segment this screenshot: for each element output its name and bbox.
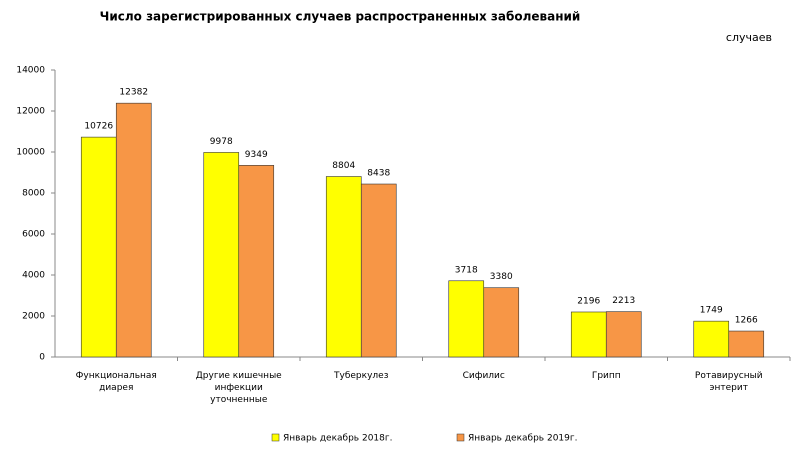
bar bbox=[570, 311, 607, 358]
value-label: 9978 bbox=[210, 137, 233, 147]
value-label: 3718 bbox=[455, 265, 478, 275]
y-tick-label: 12000 bbox=[16, 107, 45, 117]
value-label: 10726 bbox=[84, 122, 113, 132]
bar bbox=[115, 102, 152, 358]
legend-swatch bbox=[271, 433, 280, 442]
value-label: 8438 bbox=[367, 169, 390, 179]
x-tick-label: Сифилис bbox=[462, 371, 505, 381]
value-label: 2213 bbox=[612, 296, 635, 306]
x-tick-label: Ротавирусный энтерит bbox=[694, 371, 763, 393]
value-label: 2196 bbox=[577, 296, 600, 306]
y-tick-label: 0 bbox=[39, 353, 45, 363]
y-tick-label: 6000 bbox=[22, 230, 45, 240]
legend-label: Январь декабрь 2018г. bbox=[283, 434, 392, 444]
bar bbox=[238, 165, 275, 358]
value-label: 12382 bbox=[119, 88, 148, 98]
y-tick-label: 2000 bbox=[22, 312, 45, 322]
unit-label: случаев bbox=[726, 31, 772, 44]
value-label: 3380 bbox=[490, 272, 513, 282]
x-tick-label: Функциональная диарея bbox=[75, 371, 157, 393]
bar bbox=[203, 152, 240, 358]
bar bbox=[80, 136, 117, 358]
bar bbox=[605, 311, 642, 358]
bar bbox=[483, 287, 520, 358]
bar bbox=[448, 280, 485, 358]
y-tick-label: 14000 bbox=[16, 66, 45, 76]
bar bbox=[360, 183, 397, 358]
chart-title: Число зарегистрированных случаев распрос… bbox=[100, 10, 581, 24]
bar bbox=[325, 176, 362, 358]
x-tick-label: Туберкулез bbox=[334, 371, 389, 381]
value-label: 8804 bbox=[332, 161, 355, 171]
y-tick-label: 8000 bbox=[22, 189, 45, 199]
y-tick-label: 4000 bbox=[22, 271, 45, 281]
bar bbox=[693, 320, 730, 358]
x-tick-label: Другие кишечные инфекции уточненные bbox=[195, 371, 282, 405]
bar bbox=[728, 330, 765, 358]
x-tick-label: Грипп bbox=[591, 371, 621, 381]
legend-label: Январь декабрь 2019г. bbox=[468, 434, 577, 444]
legend-swatch bbox=[456, 433, 465, 442]
value-label: 1266 bbox=[735, 316, 758, 326]
value-label: 9349 bbox=[245, 150, 268, 160]
y-tick-label: 10000 bbox=[16, 148, 45, 158]
value-label: 1749 bbox=[700, 306, 723, 316]
